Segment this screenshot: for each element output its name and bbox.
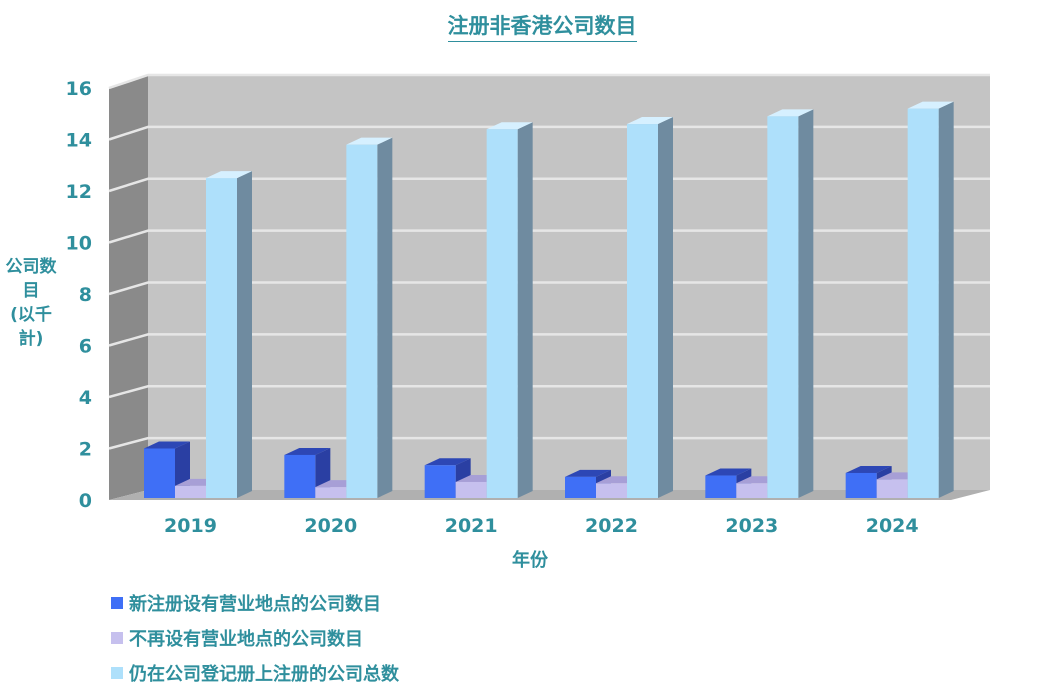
bar [876,479,908,498]
bar [565,476,596,498]
bar [486,129,518,498]
x-tick-label: 2022 [585,515,638,537]
bar [596,483,627,498]
bar-side [798,109,814,498]
y-axis-label-line-2: (以千計) [10,305,52,349]
bar [705,475,737,498]
bar [206,178,237,498]
y-tick-label: 2 [79,439,92,461]
y-tick-label: 8 [79,284,92,306]
bar-top [144,441,190,449]
y-tick-label: 12 [66,181,92,203]
y-tick-label: 14 [66,130,92,152]
bar-top [346,137,393,145]
gridline [108,436,990,450]
bar [736,483,768,498]
legend-label-total: 仍在公司登记册上注册的公司总数 [129,663,399,685]
legend-swatch-new [111,596,123,609]
legend-label-new: 新注册设有营业地点的公司数目 [129,593,381,615]
bar [284,454,316,498]
x-tick-label: 2023 [725,515,778,537]
bar [455,481,487,498]
gridline [108,125,990,141]
x-tick-label: 2019 [164,515,217,537]
y-tick-label: 6 [79,336,92,358]
bar [144,448,175,498]
legend-swatch-ceased [111,631,123,644]
bar-side [517,122,533,498]
gridline [108,385,990,399]
legend-swatch-total [111,666,123,679]
bar-top [424,458,471,466]
gridline [108,281,990,296]
bar-top [845,465,892,473]
gridline [108,333,990,347]
bar-top [705,468,752,476]
bar [346,144,378,498]
bar-top [907,101,954,109]
bar-top [767,109,814,117]
legend-item-new: 新注册设有营业地点的公司数目 [111,585,399,620]
bar-top [284,447,331,455]
x-tick-label: 2020 [304,515,357,537]
bar-side [237,171,252,498]
chart-title: 注册非香港公司数目 [0,10,1057,42]
bar-top [627,117,673,125]
y-axis-label-line-1: 公司数目 [5,257,57,301]
bar [845,472,877,498]
x-axis-label: 年份 [512,550,548,571]
legend-item-total: 仍在公司登记册上注册的公司总数 [111,655,399,690]
gridline [108,73,990,90]
y-tick-label: 16 [66,78,92,100]
legend: 新注册设有营业地点的公司数目 不再设有营业地点的公司数目 仍在公司登记册上注册的… [111,585,399,690]
bar [424,465,456,498]
bar-top [565,469,611,477]
legend-label-ceased: 不再设有营业地点的公司数目 [129,628,363,650]
chart-plot: 0 2 4 6 8 10 12 14 16 2019 2020 2021 2022 2023 2024 [66,73,990,537]
bar-top [486,122,533,130]
y-tick-label: 0 [79,490,92,512]
bar [175,485,206,498]
y-tick-label: 4 [79,387,92,409]
bar [767,116,799,498]
bar-side [658,117,673,499]
bar [315,487,347,498]
bar-top [206,171,252,179]
x-tick-label: 2024 [866,515,919,537]
y-tick-label: 10 [66,233,92,255]
x-tick-label: 2021 [445,515,498,537]
bar [627,124,658,499]
gridline [108,177,990,193]
gridline [108,229,990,244]
bar [907,108,939,498]
y-axis-label: 公司数目 (以千計) [0,255,62,351]
bar-side [377,137,393,498]
legend-item-ceased: 不再设有营业地点的公司数目 [111,620,399,655]
bar-side [938,101,954,498]
